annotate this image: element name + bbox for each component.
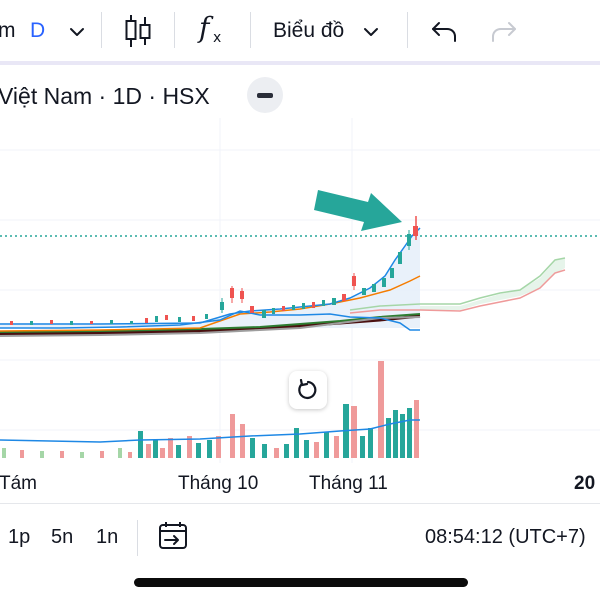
ma-blue bbox=[0, 310, 420, 331]
toolbar-separator bbox=[174, 12, 175, 48]
price-chart[interactable] bbox=[0, 118, 600, 463]
ma-price-line bbox=[0, 227, 421, 325]
grid-lines bbox=[0, 118, 600, 463]
time-axis-label: 20 bbox=[574, 473, 596, 494]
annotation-arrow bbox=[314, 190, 402, 231]
time-axis-label: Tám bbox=[0, 473, 37, 494]
volume-bars bbox=[2, 361, 419, 458]
ma-long-dark bbox=[0, 314, 421, 336]
cloud-line-lower bbox=[349, 269, 566, 314]
home-indicator bbox=[134, 578, 468, 587]
time-axis-label: Tháng 10 bbox=[178, 473, 259, 494]
cloud-line-upper bbox=[349, 257, 566, 311]
chart-menu-label: Biểu đồ bbox=[273, 19, 345, 42]
chevron-down-icon bbox=[70, 28, 84, 36]
fx-subscript: x bbox=[213, 30, 222, 46]
chevron-down-icon bbox=[364, 28, 378, 36]
fx-icon: f bbox=[199, 11, 210, 44]
range-button-1n[interactable]: 1n bbox=[96, 526, 119, 548]
candlestick-icon[interactable] bbox=[124, 13, 152, 49]
interval-value: D bbox=[30, 19, 46, 42]
reset-icon bbox=[298, 379, 317, 400]
toolbar-bottom-border bbox=[0, 61, 600, 65]
range-button-5n[interactable]: 5n bbox=[51, 526, 74, 548]
goto-date-icon[interactable] bbox=[157, 521, 189, 551]
toolbar-separator bbox=[101, 12, 102, 48]
redo-icon[interactable] bbox=[490, 20, 518, 44]
interval-prefix-text: m bbox=[0, 19, 16, 42]
undo-icon[interactable] bbox=[430, 20, 458, 44]
chart-menu-button[interactable]: Biểu đồ bbox=[270, 14, 386, 48]
ma-orange bbox=[0, 275, 421, 332]
bottom-bar: 1p 5n 1n 08:54:12 (UTC+7) bbox=[0, 504, 600, 564]
bottom-bar-separator bbox=[137, 520, 138, 556]
reset-chart-button[interactable] bbox=[289, 371, 327, 409]
volume-ma-line bbox=[0, 419, 420, 443]
ma-gray bbox=[0, 316, 421, 337]
top-toolbar: m D f x Biểu đồ bbox=[0, 0, 600, 64]
toolbar-separator bbox=[250, 12, 251, 48]
toolbar-separator bbox=[407, 12, 408, 48]
symbol-title: Việt Nam · 1D · HSX bbox=[0, 83, 210, 109]
time-axis-label: Tháng 11 bbox=[309, 473, 388, 494]
legend-collapse-button[interactable] bbox=[247, 77, 283, 113]
candles bbox=[10, 216, 418, 325]
clock-timezone[interactable]: 08:54:12 (UTC+7) bbox=[425, 526, 586, 548]
interval-button[interactable]: D bbox=[28, 14, 92, 48]
cloud-area bbox=[420, 258, 565, 310]
bottom-divider bbox=[0, 503, 600, 504]
range-button-1p[interactable]: 1p bbox=[8, 526, 31, 548]
indicators-button[interactable]: f x bbox=[196, 11, 230, 48]
